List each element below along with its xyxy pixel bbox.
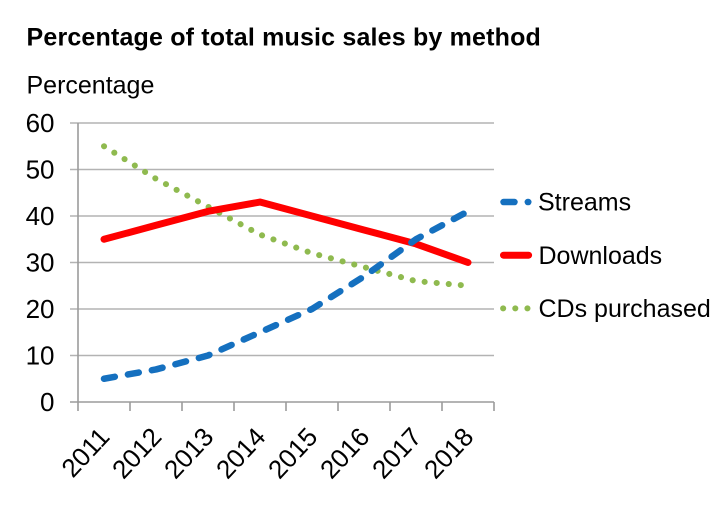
svg-text:Streams: Streams	[538, 189, 631, 217]
svg-text:0: 0	[40, 387, 54, 417]
svg-text:CDs purchased: CDs purchased	[539, 295, 711, 323]
svg-text:30: 30	[26, 248, 55, 278]
svg-text:10: 10	[26, 341, 55, 371]
svg-text:Percentage: Percentage	[27, 72, 155, 100]
svg-text:40: 40	[26, 201, 55, 231]
svg-text:20: 20	[26, 294, 55, 324]
svg-text:Downloads: Downloads	[539, 242, 663, 270]
svg-text:50: 50	[26, 155, 55, 185]
svg-text:60: 60	[26, 108, 55, 138]
svg-text:Percentage of total music sale: Percentage of total music sales by metho…	[27, 24, 541, 52]
